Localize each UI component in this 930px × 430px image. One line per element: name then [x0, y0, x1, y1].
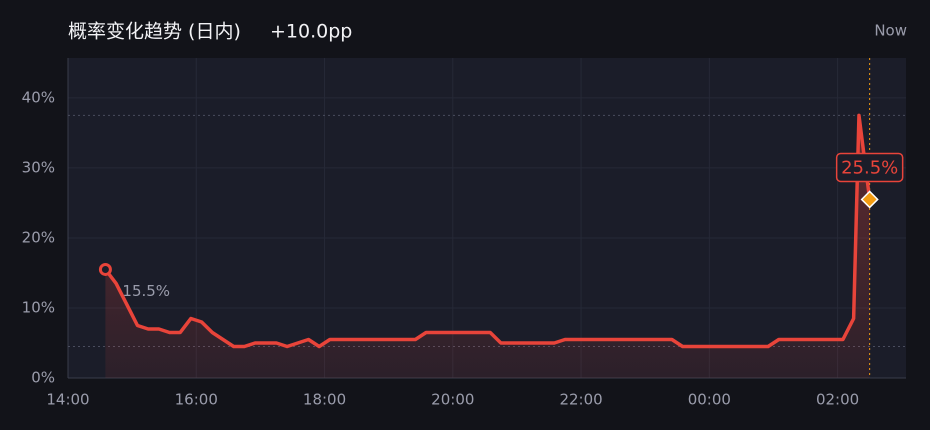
- x-tick-label: 20:00: [431, 391, 474, 409]
- value-label: 15.5%: [122, 282, 170, 300]
- change: +10.0pp: [270, 21, 352, 43]
- line: [104, 113, 872, 349]
- y-tick-label: 30%: [22, 158, 55, 176]
- plot-area: [68, 58, 906, 378]
- y-tick-label: 0%: [31, 369, 55, 387]
- x-tick-label: 02:00: [816, 391, 859, 409]
- x-tick-label: 22:00: [559, 391, 602, 409]
- y-tick-label: 40%: [22, 88, 55, 106]
- y-tick-label: 20%: [22, 228, 55, 246]
- x-tick-label: 00:00: [688, 391, 731, 409]
- x-tick-label: 18:00: [303, 391, 346, 409]
- y-tick-label: 10%: [22, 298, 55, 316]
- value-label-box: [835, 152, 904, 183]
- area: [105, 115, 870, 379]
- start-marker: [98, 262, 112, 276]
- now-label: Now: [874, 22, 907, 40]
- x-tick-label: 14:00: [46, 391, 89, 409]
- value-label: 25.5%: [841, 157, 898, 178]
- x-tick-label: 16:00: [175, 391, 218, 409]
- end-marker: [860, 190, 879, 209]
- title: 概率变化趋势 (日内): [68, 21, 241, 43]
